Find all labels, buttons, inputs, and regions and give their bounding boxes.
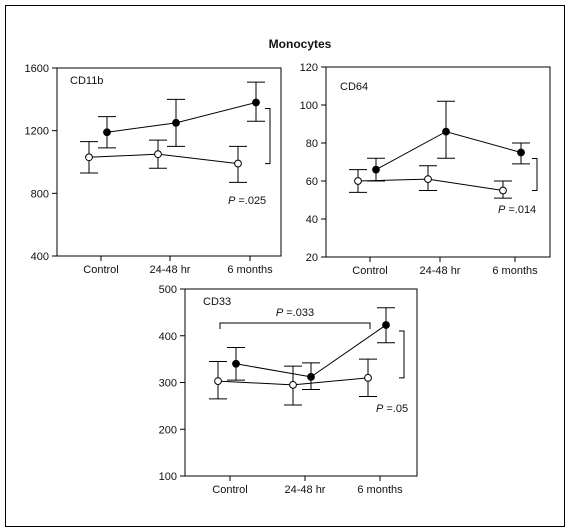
data-point-filled <box>442 127 450 136</box>
y-tick-label: 80 <box>306 138 318 150</box>
data-point-filled <box>517 148 525 157</box>
p-value-annotation-top: P =.033 <box>276 307 314 319</box>
panels: CD11b 400 800 1200 1600 Control 24-48 hr 6 mont… <box>25 62 551 496</box>
data-point-filled <box>382 321 390 329</box>
y-tick-label: 20 <box>306 252 318 264</box>
x-tick-label: Control <box>352 265 387 277</box>
panel-title: CD33 <box>203 296 231 308</box>
plot-frame <box>325 66 551 258</box>
p-value-annotation: P =.025 <box>228 195 266 207</box>
y-tick-label: 120 <box>300 62 318 74</box>
data-point-open <box>234 159 242 168</box>
y-tick-label: 400 <box>159 331 177 343</box>
data-point-filled <box>172 118 180 127</box>
significance-bracket <box>265 107 271 165</box>
data-point-open <box>499 186 507 195</box>
data-point-open <box>354 177 362 185</box>
y-tick-label: 400 <box>31 251 49 263</box>
figure-border <box>5 5 565 527</box>
x-tick-label: 24-48 hr <box>420 265 461 277</box>
data-point-open <box>364 373 372 382</box>
x-tick-label: 24-48 hr <box>150 264 191 276</box>
data-point-open <box>424 175 432 184</box>
data-point-filled <box>103 128 111 137</box>
data-point-open <box>289 380 297 389</box>
y-tick-label: 300 <box>159 378 177 390</box>
y-tick-label: 1200 <box>25 126 49 138</box>
panel-title: CD11b <box>70 75 103 87</box>
y-tick-label: 100 <box>159 471 177 483</box>
x-tick-label: Control <box>212 484 247 496</box>
y-tick-label: 40 <box>306 214 318 226</box>
data-point-filled <box>307 372 315 381</box>
data-point-filled <box>372 165 380 174</box>
panel-title: CD64 <box>340 81 368 93</box>
significance-bracket <box>399 330 405 379</box>
panel-cd33: CD33 100 200 300 400 500 Control 24-48 hr 6 mont… <box>159 284 418 496</box>
y-tick-label: 60 <box>306 176 318 188</box>
y-tick-label: 1600 <box>25 63 49 75</box>
data-point-filled <box>232 359 240 368</box>
x-tick-label: 6 months <box>492 265 538 277</box>
plot-frame <box>56 67 282 257</box>
y-tick-label: 800 <box>31 188 49 200</box>
y-tick-label: 200 <box>159 424 177 436</box>
x-tick-label: 6 months <box>357 484 403 496</box>
y-tick-label: 500 <box>159 284 177 296</box>
x-tick-label: Control <box>83 264 118 276</box>
data-point-filled <box>252 98 260 107</box>
significance-bracket-top <box>219 322 371 329</box>
x-tick-label: 24-48 hr <box>285 484 326 496</box>
data-point-open <box>85 153 93 162</box>
panel-cd64: CD64 20 40 60 80 100 120 Control 24-48 hr 6 month… <box>300 62 551 277</box>
p-value-annotation: P =.05 <box>376 403 408 415</box>
panel-cd11b: CD11b 400 800 1200 1600 Control 24-48 hr 6 mont… <box>25 63 282 276</box>
data-point-open <box>154 150 162 159</box>
data-point-open <box>214 377 222 385</box>
significance-bracket <box>532 158 538 191</box>
figure-title: Monocytes <box>269 37 332 51</box>
x-tick-label: 6 months <box>227 264 273 276</box>
p-value-annotation: P =.014 <box>498 204 536 216</box>
y-tick-label: 100 <box>300 100 318 112</box>
